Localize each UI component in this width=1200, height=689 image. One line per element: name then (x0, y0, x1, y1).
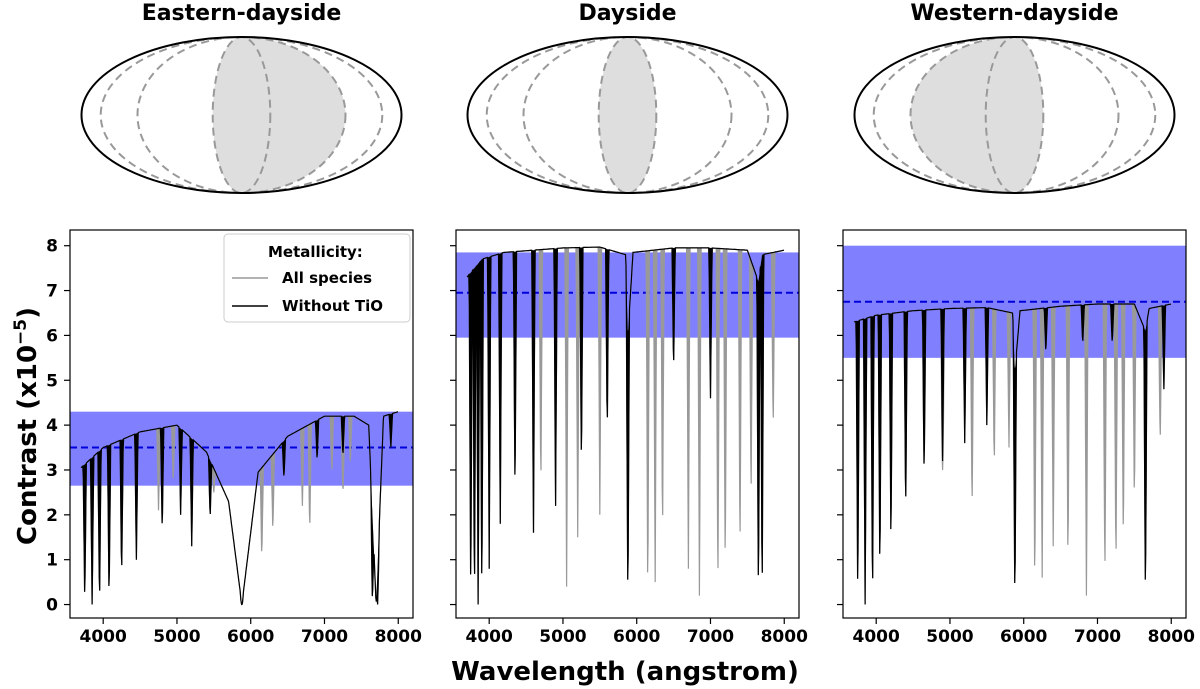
y-tick-label: 6 (46, 326, 58, 346)
panel-3: Western-dayside 4000 5000 6000 7000 8000 (837, 1, 1195, 647)
globe-outline (80, 36, 403, 194)
x-axis-label: Wavelength (angstrom) (451, 657, 799, 687)
panels-layer: Eastern-dayside 4000 5000 6000 7000 8000 0 1 2 3 4… (46, 1, 1195, 647)
y-tick-label: 0 (46, 596, 58, 616)
y-axis-label: Contrast (x10−5) (11, 307, 43, 545)
panel-title: Eastern-dayside (142, 1, 342, 26)
plot-area (70, 411, 413, 606)
panel-title: Western-dayside (910, 1, 1118, 26)
y-tick-label: 2 (46, 506, 58, 526)
x-tick-label: 6000 (227, 627, 274, 647)
x-tick-label: 6000 (613, 627, 660, 647)
plot-area (843, 245, 1186, 605)
legend-label-without-tio: Without TiO (282, 297, 383, 315)
plot-frame (455, 229, 800, 619)
x-tick-label: 8000 (375, 627, 422, 647)
globe-shaded-region (910, 37, 1044, 193)
observed-band (70, 411, 413, 486)
y-tick-label: 8 (46, 237, 58, 257)
y-tick-label: 1 (46, 551, 58, 571)
y-tick-label: 3 (46, 461, 58, 481)
x-tick-label: 4000 (466, 627, 513, 647)
y-tick-label: 4 (46, 416, 58, 436)
globe-shaded-region (598, 37, 657, 193)
x-tick-label: 7000 (301, 627, 348, 647)
x-tick-label: 5000 (539, 627, 586, 647)
x-tick-label: 8000 (761, 627, 808, 647)
globe-diagram (853, 36, 1176, 194)
series-without-tio (80, 411, 399, 606)
series-without-tio (853, 303, 1172, 605)
panel-1: Eastern-dayside 4000 5000 6000 7000 8000 0 1 2 3 4… (46, 1, 422, 647)
y-axis-label-close: ) (13, 307, 43, 319)
x-tick-label: 7000 (687, 627, 734, 647)
plot-frame (69, 229, 414, 619)
y-tick-label: 5 (46, 371, 58, 391)
globe-outline (466, 36, 789, 194)
x-tick-label: 8000 (1148, 627, 1195, 647)
x-tick-label: 5000 (926, 627, 973, 647)
panel-title: Dayside (578, 1, 676, 26)
legend-label-all-species: All species (282, 269, 372, 287)
y-tick-label: 7 (46, 282, 58, 302)
x-tick-label: 4000 (80, 627, 127, 647)
series-without-tio (466, 246, 785, 605)
globe-outline (853, 36, 1176, 194)
y-axis-label-main: Contrast (x10 (13, 345, 43, 545)
globe-diagram (466, 36, 789, 194)
panel-2: Dayside 4000 5000 6000 7000 8000 (450, 1, 808, 647)
x-tick-label: 4000 (853, 627, 900, 647)
globe-diagram (80, 36, 403, 194)
y-axis-label-exponent: −5 (11, 319, 31, 345)
plot-area (456, 246, 799, 605)
x-tick-label: 5000 (153, 627, 200, 647)
plot-frame (842, 229, 1187, 619)
x-tick-label: 6000 (1000, 627, 1047, 647)
globe-shaded-region (212, 37, 346, 193)
legend-title: Metallicity: (268, 243, 363, 261)
legend: Metallicity: All species Without TiO (223, 233, 411, 323)
legend-box (223, 233, 411, 323)
x-tick-label: 7000 (1074, 627, 1121, 647)
